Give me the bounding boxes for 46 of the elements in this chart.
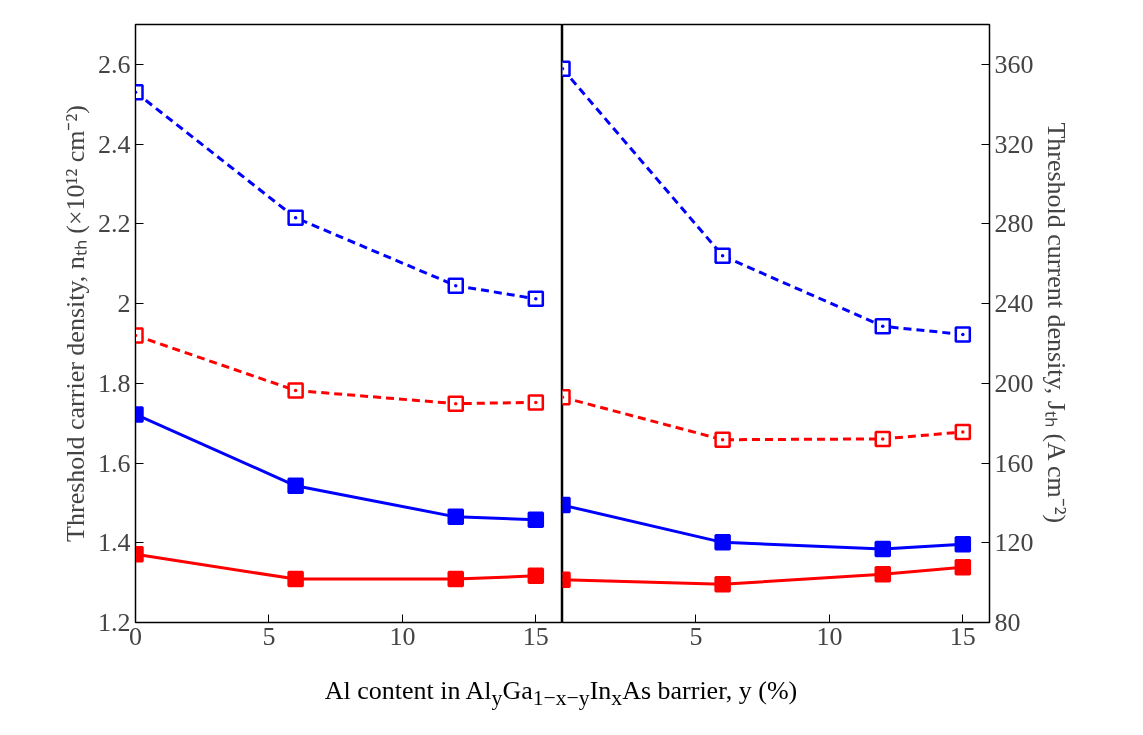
x-tick-label: 15 (522, 621, 549, 651)
y-axis-title: Threshold carrier density, nₜₕ (×10¹² cm⁻²) (61, 105, 90, 542)
point (447, 570, 464, 588)
x-tick-label: 0 (129, 621, 142, 651)
y2-tick-label: 240 (994, 289, 1034, 319)
x-tick-label: 10 (816, 621, 843, 651)
y2-tick-label: 200 (994, 368, 1034, 398)
y2-tick-label: 160 (994, 448, 1034, 478)
y2-tick-label: 280 (994, 209, 1034, 239)
point (447, 395, 464, 412)
y-tick-label: 1.4 (98, 528, 131, 558)
point (447, 277, 464, 294)
y-tick-label: 1.2 (98, 608, 131, 637)
y-tick-label: 1.8 (98, 368, 131, 398)
y2-axis-title: Threshold current density, Jₜₕ (A cm⁻²) (1041, 122, 1071, 524)
point (714, 247, 731, 264)
point (714, 575, 731, 593)
point (527, 567, 545, 585)
point (874, 540, 891, 558)
point (954, 423, 972, 441)
y-tick-label: 2.4 (98, 129, 131, 159)
point (874, 430, 891, 448)
point (714, 534, 731, 551)
x-axis-title: Al content in Al$_{y}$Ga$_{1−x−y}$In$_{x}$As barrier, y (%) (324, 675, 798, 713)
y-tick-label: 2.6 (98, 49, 131, 79)
y2-tick-label: 120 (994, 528, 1034, 558)
y-tick-label: 2 (117, 289, 131, 319)
y2-tick-label: 80 (994, 608, 1021, 637)
y2-tick-label: 360 (994, 49, 1034, 79)
point (527, 394, 545, 411)
point (527, 290, 545, 308)
x-tick-label: 5 (689, 621, 703, 651)
point (874, 566, 891, 583)
point (954, 559, 972, 576)
y-tick-label: 1.6 (98, 448, 131, 478)
point (954, 535, 972, 553)
point (714, 431, 731, 448)
x-tick-label: 15 (949, 621, 976, 651)
point (447, 508, 464, 526)
point (954, 326, 972, 343)
x-tick-label: 5 (262, 621, 276, 651)
point (527, 511, 545, 528)
y2-tick-label: 320 (994, 129, 1034, 159)
point (874, 318, 891, 335)
y-tick-label: 2.2 (98, 209, 131, 239)
x-tick-label: 10 (389, 621, 416, 651)
